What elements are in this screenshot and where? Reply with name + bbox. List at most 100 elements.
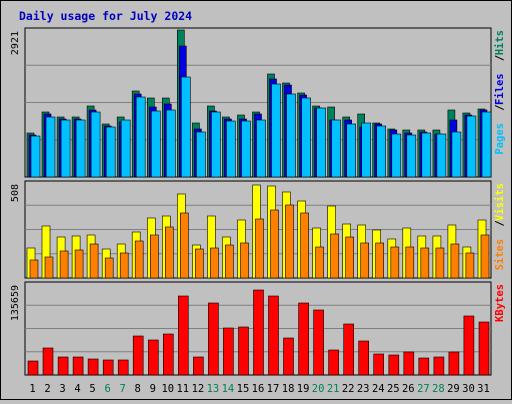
bar-sites-day-5 xyxy=(89,243,99,279)
bar-kbytes-day-25 xyxy=(388,354,400,376)
bar-sites-day-26 xyxy=(405,246,415,279)
bar-pages-day-15 xyxy=(241,120,251,178)
x-tick-label-7: 7 xyxy=(120,383,126,395)
x-tick-label-10: 10 xyxy=(161,383,174,395)
bar-pages-day-23 xyxy=(361,122,372,178)
bar-sites-day-22 xyxy=(345,236,355,279)
bar-kbytes-day-13 xyxy=(208,302,219,376)
bar-kbytes-day-23 xyxy=(358,340,370,376)
bar-kbytes-day-9 xyxy=(148,339,159,376)
side-label-separator: / xyxy=(494,220,506,226)
x-tick-label-24: 24 xyxy=(372,383,385,395)
bar-kbytes-day-12 xyxy=(193,356,204,376)
bar-pages-day-30 xyxy=(466,115,477,178)
side-label-pages: Pages xyxy=(494,123,506,155)
bar-sites-day-28 xyxy=(435,247,445,279)
bar-pages-day-3 xyxy=(60,119,71,178)
bar-sites-day-14 xyxy=(225,244,234,279)
bar-kbytes-day-18 xyxy=(283,337,294,376)
side-label-kbytes: KBytes xyxy=(494,284,506,322)
bar-kbytes-day-16 xyxy=(253,289,264,376)
bar-kbytes-day-3 xyxy=(57,356,69,376)
bar-pages-day-10 xyxy=(166,109,176,178)
bar-kbytes-day-22 xyxy=(343,323,355,376)
bar-sites-day-19 xyxy=(300,212,309,279)
bar-pages-day-24 xyxy=(376,125,387,178)
bar-pages-day-11 xyxy=(181,76,191,178)
bar-pages-day-8 xyxy=(135,96,146,178)
bar-pages-day-31 xyxy=(481,111,492,178)
bar-kbytes-day-2 xyxy=(42,347,54,376)
bar-kbytes-day-28 xyxy=(433,356,445,376)
x-tick-label-26: 26 xyxy=(402,383,415,395)
bar-pages-day-18 xyxy=(286,93,296,178)
bar-sites-day-12 xyxy=(195,248,204,279)
x-tick-label-14: 14 xyxy=(222,383,235,395)
bar-pages-day-13 xyxy=(211,111,221,178)
bar-kbytes-day-20 xyxy=(313,309,324,376)
side-label-separator: / xyxy=(494,55,506,61)
bar-pages-day-12 xyxy=(196,131,206,178)
bar-pages-day-29 xyxy=(451,131,462,178)
x-tick-label-21: 21 xyxy=(327,383,340,395)
bar-pages-day-21 xyxy=(331,119,341,178)
bar-sites-day-7 xyxy=(119,252,129,279)
bar-kbytes-day-17 xyxy=(268,295,279,376)
x-tick-label-9: 9 xyxy=(150,383,156,395)
x-tick-label-13: 13 xyxy=(207,383,220,395)
bar-sites-day-24 xyxy=(375,242,385,279)
bar-kbytes-day-15 xyxy=(238,326,249,376)
side-label-files: Files xyxy=(494,73,506,105)
bar-pages-day-25 xyxy=(391,133,402,178)
panel-3-y-tick-label: 135659 xyxy=(10,285,21,321)
bar-pages-day-20 xyxy=(316,107,326,178)
x-tick-label-6: 6 xyxy=(105,383,111,395)
bar-pages-day-5 xyxy=(90,111,101,178)
bar-pages-day-6 xyxy=(105,126,116,178)
x-tick-label-19: 19 xyxy=(297,383,310,395)
bar-kbytes-day-7 xyxy=(117,359,129,376)
bar-pages-day-9 xyxy=(151,110,161,178)
x-tick-label-5: 5 xyxy=(89,383,95,395)
bar-sites-day-11 xyxy=(180,212,189,279)
x-tick-label-29: 29 xyxy=(447,383,460,395)
bar-sites-day-27 xyxy=(420,247,430,279)
bar-kbytes-day-5 xyxy=(87,358,99,376)
bar-kbytes-day-24 xyxy=(373,353,385,376)
bar-pages-day-1 xyxy=(30,135,41,178)
x-tick-label-22: 22 xyxy=(342,383,355,395)
bar-kbytes-day-19 xyxy=(298,302,309,376)
side-label-sites: Sites xyxy=(494,239,506,271)
bar-kbytes-day-30 xyxy=(463,315,475,376)
x-tick-label-30: 30 xyxy=(462,383,475,395)
bar-pages-day-7 xyxy=(120,119,131,178)
x-tick-label-17: 17 xyxy=(267,383,280,395)
bar-sites-day-10 xyxy=(165,226,174,279)
bar-sites-day-16 xyxy=(255,218,264,279)
x-tick-label-18: 18 xyxy=(282,383,295,395)
x-tick-label-28: 28 xyxy=(432,383,445,395)
bar-sites-day-23 xyxy=(360,242,370,279)
bar-kbytes-day-11 xyxy=(178,295,189,376)
panel-2-y-tick-label: 508 xyxy=(10,184,21,202)
bar-kbytes-day-8 xyxy=(132,335,144,376)
panel-1-y-tick-label: 2921 xyxy=(10,31,21,55)
x-tick-label-8: 8 xyxy=(135,383,141,395)
bar-pages-day-16 xyxy=(256,119,266,178)
bar-kbytes-day-21 xyxy=(328,349,339,376)
bar-pages-day-17 xyxy=(271,83,281,178)
bar-kbytes-day-4 xyxy=(72,356,84,376)
x-tick-label-12: 12 xyxy=(192,383,205,395)
bar-sites-day-29 xyxy=(450,243,460,279)
x-tick-label-16: 16 xyxy=(252,383,265,395)
bar-sites-day-15 xyxy=(240,242,249,279)
bar-kbytes-day-14 xyxy=(223,327,234,376)
bar-pages-day-14 xyxy=(226,120,236,178)
x-tick-label-27: 27 xyxy=(417,383,430,395)
bar-sites-day-20 xyxy=(315,246,324,279)
x-tick-label-2: 2 xyxy=(44,383,50,395)
bar-kbytes-day-6 xyxy=(102,359,114,376)
bar-kbytes-day-27 xyxy=(418,357,430,376)
bar-kbytes-day-31 xyxy=(478,321,490,376)
